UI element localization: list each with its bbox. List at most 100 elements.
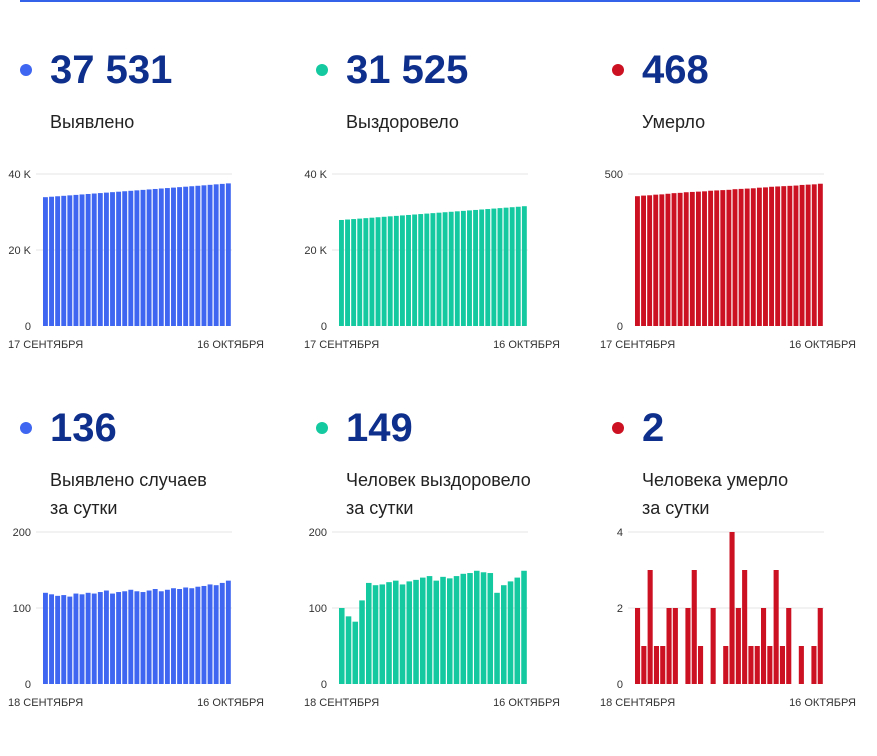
caption-line: за сутки: [50, 498, 118, 518]
bar: [448, 211, 454, 326]
bar: [781, 186, 787, 326]
bar: [507, 581, 514, 684]
bar: [726, 189, 732, 326]
x-end-label: 16 ОКТЯБРЯ: [493, 697, 560, 709]
bar: [195, 586, 201, 684]
bar: [225, 580, 231, 684]
bar: [720, 190, 726, 326]
bar: [375, 217, 381, 326]
bar-chart: 0 100 200 18 СЕНТЯБРЯ 16 ОКТЯБРЯ: [304, 527, 560, 709]
bar: [79, 194, 85, 326]
legend-dot: [316, 64, 328, 76]
bar: [67, 195, 73, 326]
bar: [201, 185, 207, 326]
bar: [43, 197, 48, 326]
bar: [473, 209, 479, 326]
bar: [369, 217, 375, 326]
bar: [85, 592, 91, 684]
top-divider: [20, 0, 860, 2]
panel-daily-deaths: 2 Человека умерло за сутки 0 2 4 18 СЕНТЯБРЯ 16…: [600, 406, 877, 756]
caption-line: за сутки: [642, 498, 710, 518]
bar: [787, 185, 793, 326]
bar: [386, 582, 392, 684]
y-tick-label: 0: [617, 321, 623, 333]
bar: [430, 213, 436, 326]
stat-caption: Человека умерло за сутки: [642, 466, 877, 522]
x-start-label: 18 СЕНТЯБРЯ: [304, 697, 379, 709]
bar: [399, 584, 406, 684]
bar: [509, 207, 515, 326]
y-tick-label: 0: [25, 321, 31, 333]
bar: [447, 578, 453, 684]
bar: [213, 184, 219, 326]
bar: [671, 193, 677, 326]
bar: [754, 646, 760, 684]
x-start-label: 17 СЕНТЯБРЯ: [304, 339, 379, 351]
bar: [352, 621, 359, 684]
bar: [729, 532, 735, 684]
bar: [702, 191, 707, 326]
bar: [146, 590, 152, 684]
bar: [436, 212, 442, 326]
bar: [714, 190, 720, 326]
y-tick-label: 20 K: [304, 245, 327, 257]
bar: [189, 588, 195, 684]
x-start-label: 18 СЕНТЯБРЯ: [8, 697, 83, 709]
caption-line: Выявлено случаев: [50, 470, 207, 490]
y-tick-label: 0: [617, 679, 623, 691]
bar: [744, 188, 750, 326]
bar: [406, 214, 411, 326]
bar: [460, 573, 467, 684]
stat-value: 2: [642, 406, 665, 450]
bar: [698, 646, 704, 684]
stat-value: 31 525: [346, 48, 469, 92]
bar: [773, 570, 779, 684]
bar: [635, 196, 640, 326]
bar: [501, 585, 507, 684]
bar: [177, 589, 183, 684]
bar: [387, 216, 393, 326]
bar: [798, 646, 804, 684]
bar-chart: 0 500 17 СЕНТЯБРЯ 16 ОКТЯБРЯ: [600, 169, 856, 351]
bar: [454, 211, 460, 326]
bar: [685, 608, 691, 684]
bar: [164, 188, 170, 326]
bar: [393, 580, 399, 684]
bar: [363, 218, 369, 326]
bar: [158, 591, 164, 684]
stat-value: 149: [346, 406, 413, 450]
bar: [171, 588, 176, 684]
bar: [372, 585, 379, 684]
bar: [413, 579, 419, 684]
y-tick-label: 40 K: [8, 169, 31, 181]
bar: [110, 192, 115, 326]
caption-line: Человек выздоровело: [346, 470, 531, 490]
stat-caption: Выявлено: [50, 108, 310, 136]
bar: [641, 195, 646, 326]
stat-value: 37 531: [50, 48, 173, 92]
bar: [515, 206, 521, 326]
y-tick-label: 200: [13, 527, 31, 539]
bar: [359, 600, 365, 684]
x-end-label: 16 ОКТЯБРЯ: [789, 697, 856, 709]
stat-caption: Умерло: [642, 108, 877, 136]
bar-chart: 0 2 4 18 СЕНТЯБРЯ 16 ОКТЯБРЯ: [600, 527, 856, 709]
bar: [345, 219, 350, 326]
stat-value: 136: [50, 406, 117, 450]
bar: [653, 194, 659, 326]
y-tick-label: 0: [25, 679, 31, 691]
bar: [817, 183, 823, 326]
legend-dot: [20, 64, 32, 76]
bar: [453, 576, 460, 684]
bar: [440, 576, 446, 684]
bar: [817, 608, 823, 684]
bar: [467, 573, 473, 684]
panel-daily-cases: 136 Выявлено случаев за сутки 0 100 200 18 СЕН…: [8, 406, 308, 756]
bar: [647, 570, 653, 684]
bar: [779, 646, 785, 684]
bar: [183, 587, 189, 684]
bar: [219, 582, 225, 684]
bar: [67, 596, 73, 684]
bar: [479, 209, 485, 326]
bar: [761, 608, 767, 684]
